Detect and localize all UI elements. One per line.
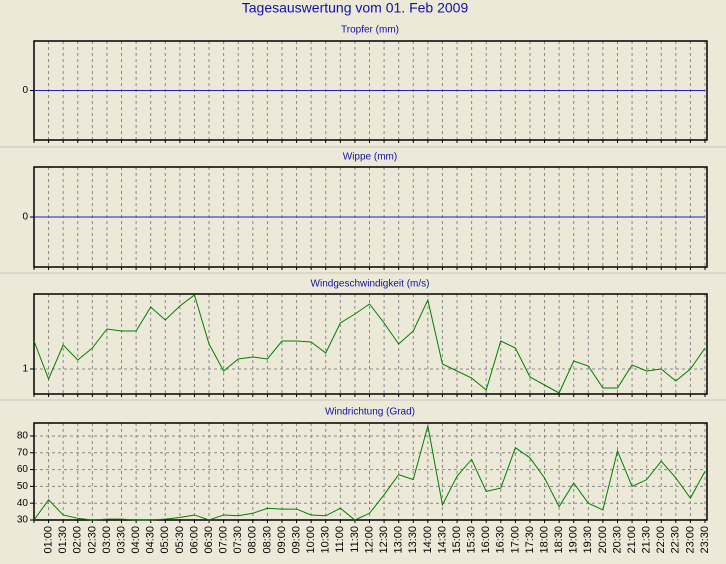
data-line	[33, 294, 706, 394]
x-tick-label: 09:30	[290, 526, 302, 554]
x-tick-label: 13:00	[393, 526, 405, 554]
x-tick-label: 12:00	[363, 526, 375, 554]
x-tick-label: 08:00	[247, 526, 259, 554]
x-tick-label: 12:30	[378, 526, 390, 554]
y-tick-label: 40	[17, 498, 29, 509]
x-tick-label: 13:30	[407, 526, 419, 554]
x-tick-label: 02:00	[72, 526, 84, 554]
page-title: Tagesauswertung vom 01. Feb 2009	[242, 0, 469, 16]
x-tick-label: 06:30	[203, 526, 215, 554]
x-tick-label: 18:30	[553, 526, 565, 554]
x-tick-label: 22:30	[670, 526, 682, 554]
x-tick-label: 05:00	[159, 526, 171, 554]
x-tick-label: 04:00	[130, 526, 142, 554]
y-tick-label: 50	[17, 481, 29, 492]
x-tick-label: 07:30	[232, 526, 244, 554]
plot-frame	[33, 422, 708, 521]
x-tick-label: 23:00	[684, 526, 696, 554]
x-tick-label: 09:00	[276, 526, 288, 554]
x-tick-label: 02:30	[86, 526, 98, 554]
x-tick-label: 01:00	[42, 526, 54, 554]
y-tick-label: 80	[17, 431, 29, 442]
plot-area	[34, 423, 707, 520]
x-tick-label: 05:30	[174, 526, 186, 554]
plot-area	[34, 294, 707, 394]
y-tick-label: 0	[22, 212, 28, 223]
y-tick-label: 30	[17, 515, 29, 526]
data-line	[33, 425, 706, 521]
x-tick-label: 16:00	[480, 526, 492, 554]
x-tick-label: 03:00	[101, 526, 113, 554]
chart-title: Tropfer (mm)	[341, 25, 399, 36]
x-tick-label: 16:30	[495, 526, 507, 554]
x-tick-label: 01:30	[57, 526, 69, 554]
x-tick-label: 15:30	[466, 526, 478, 554]
x-tick-label: 08:30	[261, 526, 273, 554]
x-tick-label: 19:30	[582, 526, 594, 554]
y-tick-label: 1	[22, 364, 28, 375]
x-tick-label: 14:30	[436, 526, 448, 554]
chart-title: Windrichtung (Grad)	[325, 407, 415, 418]
x-tick-label: 06:00	[188, 526, 200, 554]
x-tick-label: 15:00	[451, 526, 463, 554]
x-tick-label: 14:00	[422, 526, 434, 554]
x-tick-label: 04:30	[145, 526, 157, 554]
x-tick-label: 10:30	[320, 526, 332, 554]
x-tick-label: 17:30	[524, 526, 536, 554]
x-tick-label: 23:30	[699, 526, 711, 554]
chart-title: Windgeschwindigkeit (m/s)	[311, 279, 430, 290]
chart-title: Wippe (mm)	[343, 152, 397, 163]
x-tick-label: 21:30	[641, 526, 653, 554]
y-tick-label: 70	[17, 447, 29, 458]
x-tick-label: 20:30	[611, 526, 623, 554]
x-tick-label: 07:00	[218, 526, 230, 554]
x-tick-label: 17:00	[509, 526, 521, 554]
x-tick-label: 03:30	[115, 526, 127, 554]
x-tick-label: 21:00	[626, 526, 638, 554]
x-tick-label: 10:00	[305, 526, 317, 554]
x-tick-label: 22:00	[655, 526, 667, 554]
x-tick-label: 18:00	[538, 526, 550, 554]
x-tick-label: 11:00	[334, 526, 346, 553]
plot-frame	[33, 293, 708, 395]
y-tick-label: 60	[17, 464, 29, 475]
x-tick-label: 11:30	[349, 526, 361, 553]
y-tick-label: 0	[22, 85, 28, 96]
x-tick-label: 20:00	[597, 526, 609, 554]
x-tick-label: 19:00	[568, 526, 580, 554]
